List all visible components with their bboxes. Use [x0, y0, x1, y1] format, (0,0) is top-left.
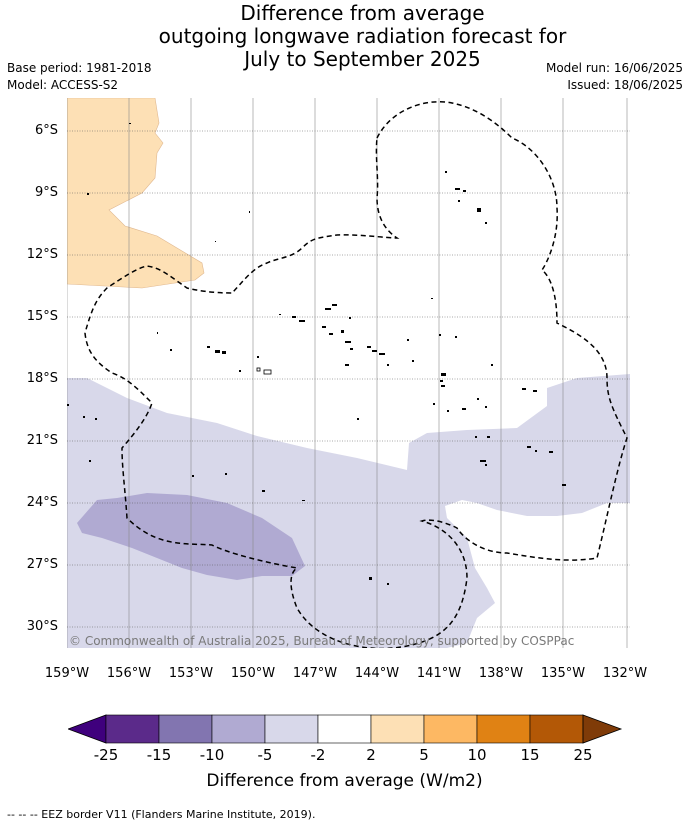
model-run: Model run: 16/06/2025: [545, 61, 683, 75]
map-area: [67, 98, 630, 648]
colorbar-extend-high: [582, 714, 623, 744]
longitude-gridlines: [67, 98, 628, 648]
colorbar-tick: 5: [419, 746, 429, 764]
copyright-notice: © Commonwealth of Australia 2025, Bureau…: [69, 634, 575, 648]
issued-date: Issued: 18/06/2025: [567, 78, 683, 92]
lon-label-132w: 132°W: [602, 666, 648, 681]
colorbar-tick: -15: [146, 746, 172, 764]
lat-label-6s: 6°S: [34, 123, 58, 138]
lon-label-156w: 156°W: [106, 666, 152, 681]
colorbar-bin: [476, 714, 531, 744]
colorbar-tick: 2: [366, 746, 376, 764]
colorbar-bin: [105, 714, 160, 744]
title-line-2: outgoing longwave radiation forecast for: [158, 24, 567, 48]
lon-label-159w: 159°W: [44, 666, 90, 681]
lat-label-21s: 21°S: [26, 433, 58, 448]
colorbar-bin: [317, 714, 372, 744]
lat-label-15s: 15°S: [26, 309, 58, 324]
colorbar-tick: -25: [93, 746, 119, 764]
colorbar-bin: [370, 714, 425, 744]
lat-label-27s: 27°S: [26, 557, 58, 572]
colorbar-bin: [158, 714, 213, 744]
island-markers: [67, 123, 566, 585]
map-title: Difference from average outgoing longwav…: [95, 2, 630, 71]
lat-label-12s: 12°S: [26, 247, 58, 262]
colorbar-bin: [423, 714, 478, 744]
lon-label-135w: 135°W: [540, 666, 586, 681]
model-name: Model: ACCESS-S2: [7, 78, 119, 92]
lon-label-141w: 141°W: [416, 666, 462, 681]
colorbar-bin: [211, 714, 266, 744]
lon-label-153w: 153°W: [168, 666, 214, 681]
lat-label-18s: 18°S: [26, 371, 58, 386]
eez-legend-footer: -- -- -- EEZ border V11 (Flanders Marine…: [7, 808, 316, 821]
colorbar-tick: 10: [467, 746, 487, 764]
eez-border: [84, 101, 628, 648]
lat-label-30s: 30°S: [26, 619, 58, 634]
lon-label-138w: 138°W: [478, 666, 524, 681]
colorbar-tick: 15: [520, 746, 540, 764]
colorbar-tick: 25: [573, 746, 593, 764]
title-line-3: July to September 2025: [244, 47, 481, 71]
lat-label-9s: 9°S: [34, 185, 58, 200]
colorbar-tick: -10: [199, 746, 225, 764]
meta-left: Base period: 1981-2018 Model: ACCESS-S2: [7, 60, 152, 94]
base-period: Base period: 1981-2018: [7, 61, 152, 75]
colorbar-tick: -2: [310, 746, 326, 764]
meta-right: Model run: 16/06/2025 Issued: 18/06/2025: [546, 60, 683, 94]
colorbar-extend-low: [66, 714, 107, 744]
title-line-1: Difference from average: [240, 1, 485, 25]
negative-anomaly-region: [67, 374, 630, 648]
lon-label-144w: 144°W: [354, 666, 400, 681]
lat-label-24s: 24°S: [26, 495, 58, 510]
colorbar-label: Difference from average (W/m2): [206, 771, 483, 791]
colorbar-tick: -5: [257, 746, 273, 764]
colorbar-bin: [529, 714, 584, 744]
lon-label-147w: 147°W: [292, 666, 338, 681]
lon-label-150w: 150°W: [230, 666, 276, 681]
colorbar: [66, 714, 623, 750]
colorbar-bin: [264, 714, 319, 744]
